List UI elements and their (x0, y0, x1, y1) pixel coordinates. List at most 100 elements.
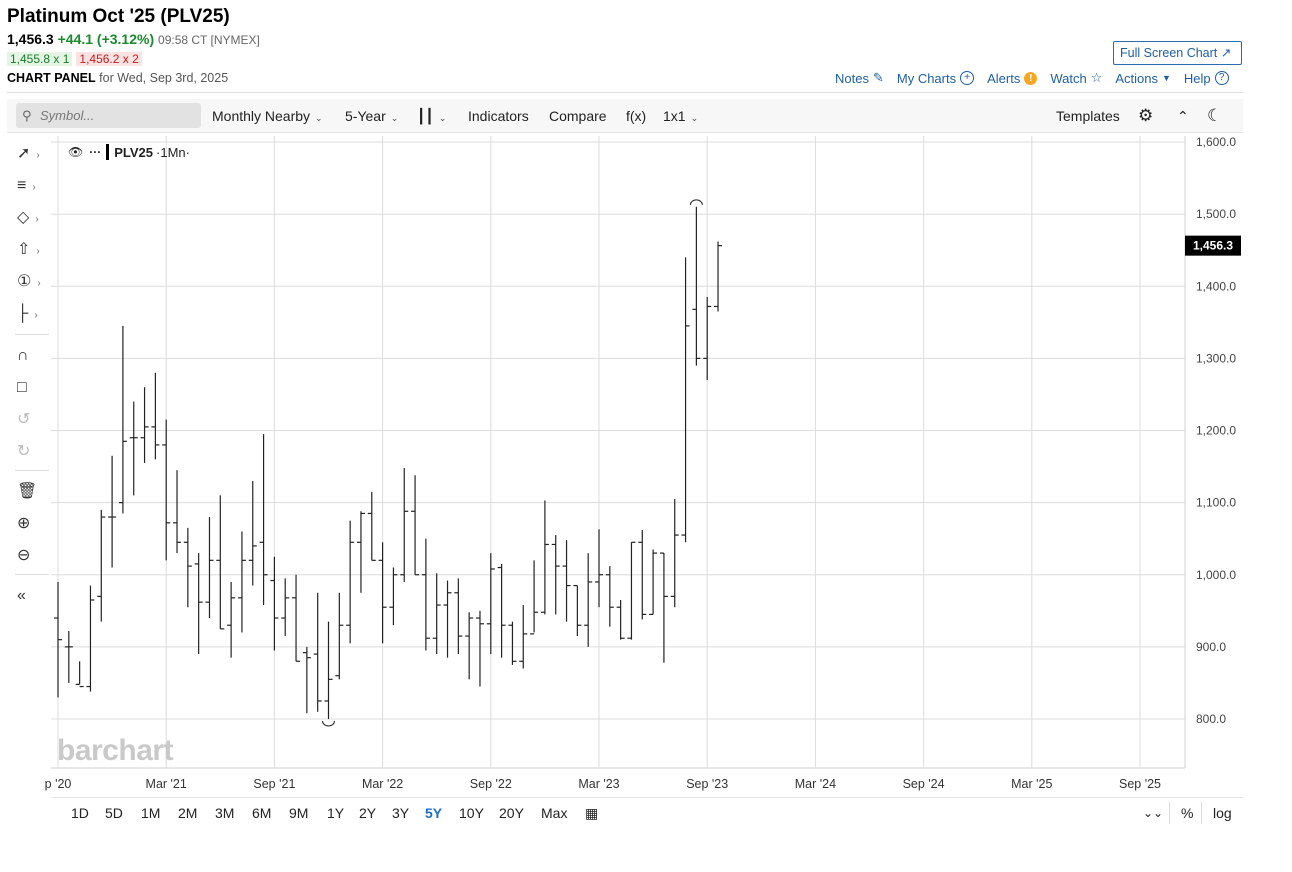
ohlc-bars-icon: ┃┃ (417, 108, 434, 124)
ohlc-bar (411, 475, 420, 576)
ohlc-bar (519, 605, 528, 669)
chart-panel-date: for Wed, Sep 3rd, 2025 (99, 71, 229, 85)
annotation-number-icon[interactable]: ① › (17, 273, 41, 290)
ohlc-bar (530, 560, 539, 635)
ohlc-bar (670, 499, 679, 608)
ohlc-bar (248, 480, 257, 586)
redo-icon[interactable]: ↻ (17, 443, 31, 460)
caret-down-icon: ▼ (1162, 73, 1171, 83)
tool-separator (15, 470, 49, 471)
y-tick-label: 900.0 (1196, 640, 1226, 654)
period-20y[interactable]: 20Y (499, 805, 524, 821)
settings-gear-icon[interactable]: ⚙ (1138, 106, 1154, 125)
instrument-title: Platinum Oct '25 (PLV25) (7, 6, 230, 27)
period-selector-bar: 1D 5D 1M 2M 3M 6M 9M 1Y 2Y 3Y 5Y 10Y 20Y Max ▦ ⌄⌄ % lo… (51, 797, 1243, 829)
ohlc-bar (540, 500, 549, 615)
help-link[interactable]: Help? (1184, 70, 1229, 86)
trendline-tool-icon[interactable]: ➚ › (17, 145, 40, 162)
full-screen-chart-button[interactable]: Full Screen Chart ↗ (1113, 41, 1242, 65)
ohlc-bar (270, 556, 279, 651)
help-label: Help (1183, 70, 1211, 86)
period-2y[interactable]: 2Y (359, 805, 377, 821)
compare-button[interactable]: Compare (549, 108, 607, 124)
expand-down-icon[interactable]: ⌄⌄ (1143, 806, 1164, 820)
period-max[interactable]: Max (541, 805, 568, 821)
ohlc-bar (573, 584, 582, 637)
aggregation-dropdown[interactable]: Monthly Nearby ⌄ (212, 99, 323, 133)
measure-tool-icon[interactable]: ├ › (17, 305, 38, 322)
bar-type-dropdown[interactable]: ┃┃ ⌄ (417, 99, 446, 133)
high-marker (689, 199, 703, 205)
trash-icon[interactable]: 🗑 (17, 483, 38, 500)
unlock-icon[interactable]: □ (17, 379, 27, 396)
zoom-out-icon[interactable]: ⊖ (17, 547, 31, 564)
watch-link[interactable]: Watch ☆ (1050, 70, 1102, 86)
x-tick-label: Mar '22 (362, 777, 403, 791)
help-icon: ? (1214, 71, 1229, 85)
collapse-sidebar-icon[interactable]: « (17, 587, 26, 604)
period-3m[interactable]: 3M (215, 805, 235, 821)
period-3y[interactable]: 3Y (392, 805, 410, 821)
ohlc-bar (86, 585, 95, 692)
period-10y[interactable]: 10Y (459, 805, 484, 821)
log-toggle[interactable]: log (1213, 805, 1232, 821)
period-5y[interactable]: 5Y (425, 805, 443, 821)
chart-legend: 👁 ··· PLV25 ·1Mn· (68, 144, 190, 160)
ohlc-bar (227, 581, 236, 658)
ohlc-bar (75, 661, 84, 688)
my-charts-link[interactable]: My Charts + (896, 70, 975, 86)
collapse-up-icon[interactable]: ⌃ (1177, 108, 1189, 124)
ohlc-bar (335, 592, 344, 680)
price-change: +44.1 (+3.12%) (57, 31, 155, 47)
arrow-up-tool-icon[interactable]: ⇧ › (17, 241, 40, 258)
dark-mode-moon-icon[interactable]: ☾ (1207, 106, 1223, 125)
symbol-search-input[interactable]: ⚲ Symbol... (16, 103, 201, 128)
undo-icon[interactable]: ↺ (17, 411, 31, 428)
ohlc-bar (162, 419, 171, 561)
aggregation-label: Monthly Nearby (212, 108, 311, 124)
ohlc-bar (118, 325, 127, 514)
more-options-icon[interactable]: ··· (89, 145, 102, 159)
range-dropdown[interactable]: 5-Year ⌄ (345, 99, 398, 133)
fibonacci-tool-icon[interactable]: ≡ › (17, 177, 36, 194)
alerts-label: Alerts (987, 70, 1021, 86)
layout-dropdown[interactable]: 1x1 ⌄ (663, 99, 698, 133)
low-marker (322, 720, 335, 727)
alerts-link[interactable]: Alerts! (987, 70, 1038, 86)
ohlc-bar (389, 567, 398, 626)
period-1d[interactable]: 1D (71, 805, 89, 821)
period-1m[interactable]: 1M (141, 805, 161, 821)
period-2m[interactable]: 2M (178, 805, 198, 821)
symbol-placeholder: Symbol... (40, 108, 95, 123)
full-screen-label: Full Screen Chart (1120, 46, 1218, 60)
ohlc-bar (659, 552, 668, 663)
fx-button[interactable]: f(x) (626, 108, 647, 124)
x-tick-label: Sep '25 (1119, 777, 1161, 791)
ohlc-bar (475, 610, 484, 687)
ohlc-bar (681, 257, 690, 543)
my-charts-label: My Charts (896, 70, 957, 86)
templates-button[interactable]: Templates (1056, 108, 1120, 124)
actions-menu[interactable]: Actions ▼ (1115, 70, 1171, 86)
period-5d[interactable]: 5D (105, 805, 123, 821)
ohlc-bar (54, 581, 62, 698)
ohlc-bar (97, 509, 106, 622)
period-6m[interactable]: 6M (252, 805, 272, 821)
period-1y[interactable]: 1Y (327, 805, 345, 821)
percent-toggle[interactable]: % (1181, 805, 1194, 821)
x-tick-label: Sep '21 (253, 777, 295, 791)
bottom-separator (1201, 802, 1202, 824)
notes-link[interactable]: Notes ✎ (835, 70, 884, 86)
ohlc-bar (508, 621, 517, 665)
shapes-tool-icon[interactable]: ◇ › (17, 209, 39, 226)
chevron-down-icon: ⌄ (315, 113, 323, 123)
period-9m[interactable]: 9M (289, 805, 309, 821)
magnet-icon[interactable]: ∩ (17, 347, 29, 364)
zoom-in-icon[interactable]: ⊕ (17, 515, 31, 532)
indicators-button[interactable]: Indicators (468, 108, 529, 124)
ohlc-bar (584, 553, 593, 647)
ohlc-bar (292, 574, 301, 662)
calendar-icon[interactable]: ▦ (585, 805, 599, 821)
eye-icon[interactable]: 👁 (68, 145, 84, 159)
